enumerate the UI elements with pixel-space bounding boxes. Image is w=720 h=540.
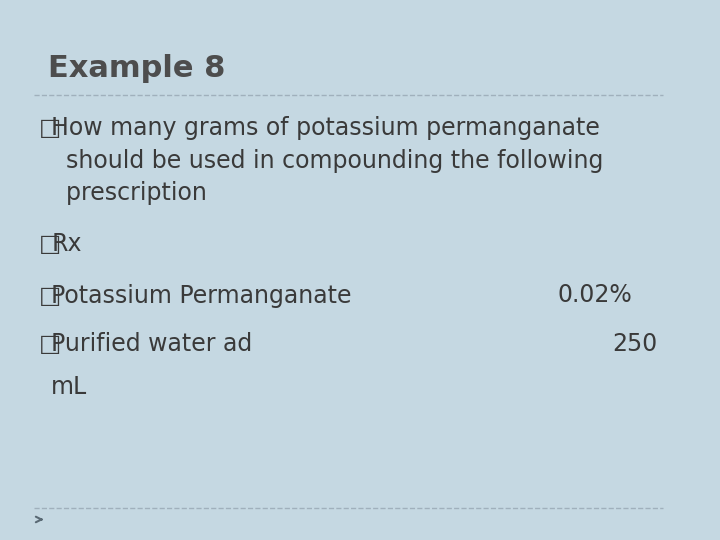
Text: Purified water ad: Purified water ad xyxy=(51,332,253,356)
Text: □: □ xyxy=(39,232,61,256)
Text: 0.02%: 0.02% xyxy=(557,284,632,307)
Text: Rx: Rx xyxy=(51,232,82,256)
Text: □: □ xyxy=(39,116,61,140)
Text: Potassium Permanganate: Potassium Permanganate xyxy=(51,284,352,307)
Text: Example 8: Example 8 xyxy=(48,54,225,83)
Text: 250: 250 xyxy=(612,332,657,356)
Text: How many grams of potassium permanganate
  should be used in compounding the fol: How many grams of potassium permanganate… xyxy=(51,116,603,205)
Text: □: □ xyxy=(39,332,61,356)
Text: □: □ xyxy=(39,284,61,307)
Text: mL: mL xyxy=(51,375,88,399)
